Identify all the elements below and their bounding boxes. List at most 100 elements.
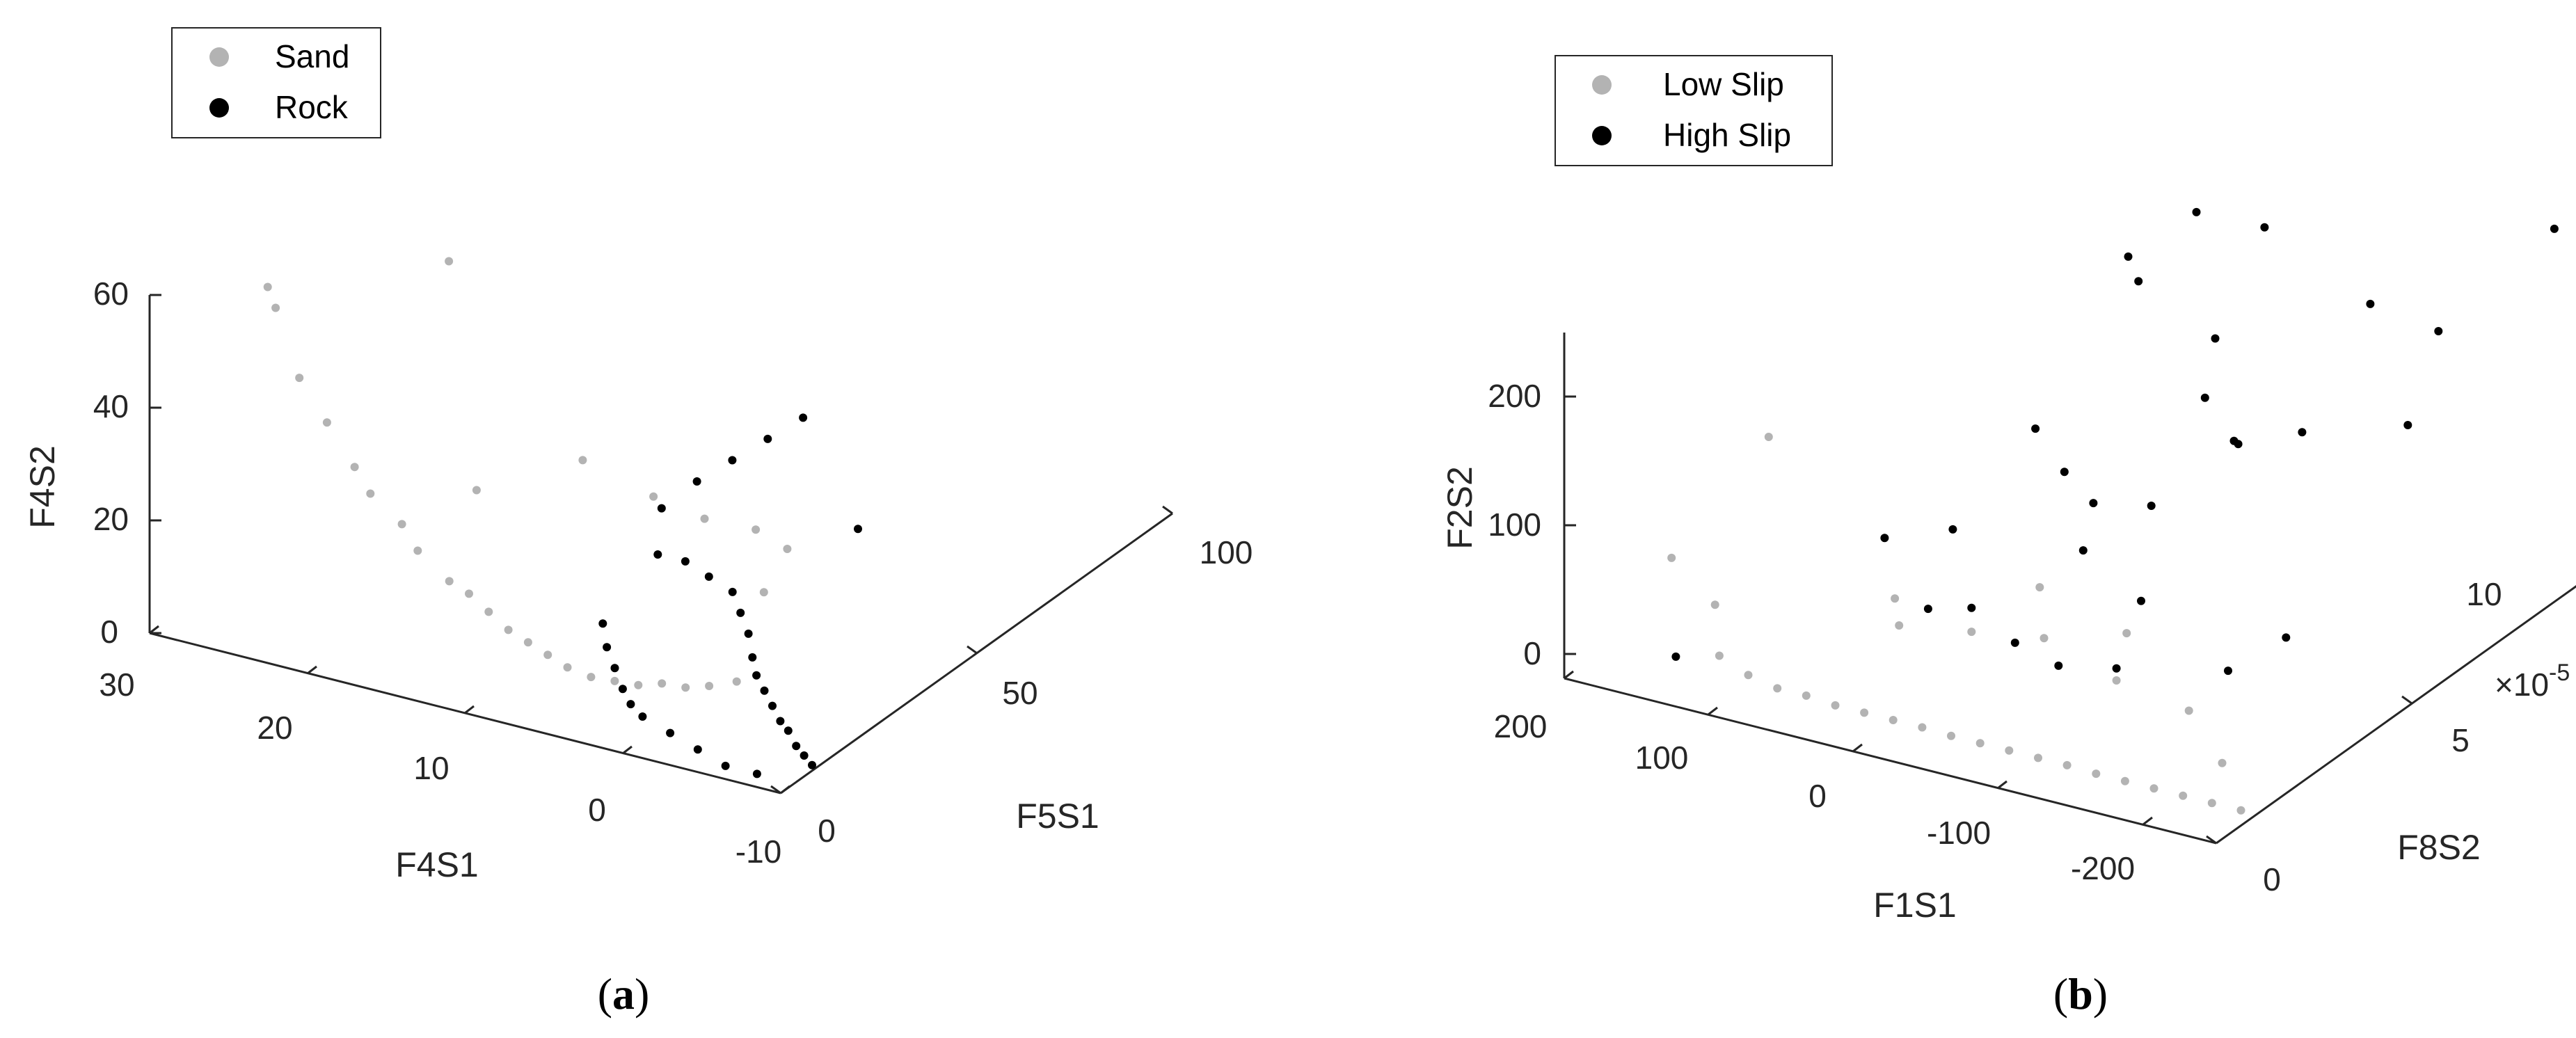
scatter-point: [728, 456, 737, 465]
z-tick-label-a: 20: [93, 501, 129, 537]
x-tick-mark-a: [780, 785, 790, 795]
scatter-point: [2060, 468, 2069, 477]
scatter-point: [2031, 424, 2040, 433]
scatter-point: [543, 650, 552, 660]
scatter-point: [271, 303, 280, 312]
scatter-point: [760, 686, 769, 695]
scatter-point: [2089, 499, 2098, 508]
scatter-point: [1947, 731, 1955, 740]
scatter-point: [350, 463, 359, 472]
scatter-point: [397, 520, 406, 529]
legend-label-high-slip: High Slip: [1663, 117, 1791, 153]
scatter-point: [799, 413, 808, 422]
scatter-point: [1948, 525, 1957, 534]
z-tick-label-a: 60: [93, 276, 129, 312]
scatter-point: [692, 477, 701, 486]
scatter-point: [2124, 252, 2133, 261]
x-tick-label-b: -200: [2071, 850, 2135, 886]
scatter-point: [1710, 600, 1719, 609]
x-tick-label-b: -100: [1927, 815, 1991, 851]
x-tick-mark-b: [1997, 780, 2007, 790]
scatter-point: [763, 434, 772, 443]
y-tick-label-a: 50: [1002, 675, 1037, 711]
scatter-point: [610, 664, 619, 673]
z-tick-label-a: 0: [100, 614, 118, 650]
x-axis-label-b: F1S1: [1873, 886, 1957, 925]
y-tick-label-b: 0: [2263, 861, 2281, 897]
scatter-point: [2005, 746, 2014, 755]
scatter-point: [1667, 553, 1676, 562]
x-tick-label-a: 30: [99, 666, 134, 703]
scatter-point: [2224, 666, 2232, 676]
scatter-point: [295, 374, 304, 383]
scatter-point: [792, 742, 801, 751]
x-tick-mark-b: [1708, 706, 1718, 716]
scatter-points-b: [1667, 207, 2559, 815]
scatter-point: [472, 486, 481, 495]
scatter-point: [2184, 706, 2193, 715]
scatter-point: [1889, 716, 1898, 724]
x-axis-b: [1564, 677, 2217, 845]
scatter-point: [2179, 791, 2188, 800]
scatter-point: [578, 456, 587, 465]
scatter-point: [2550, 224, 2559, 233]
z-tick-label-b: 0: [1523, 635, 1541, 671]
x-tick-label-a: 0: [588, 792, 606, 828]
z-axis-label-a: F4S2: [23, 445, 62, 529]
scatter-point: [744, 629, 753, 638]
caption-a: (a): [598, 969, 650, 1019]
scatter-point: [752, 525, 761, 534]
scatter-point: [2112, 676, 2121, 685]
legend-marker-high-slip: [1592, 126, 1612, 145]
scatter-point: [752, 671, 761, 680]
z-axis-label-b: F2S2: [1440, 466, 1479, 550]
scatter-point: [1744, 671, 1753, 680]
scatter-point: [2192, 207, 2201, 216]
scatter-point: [1860, 708, 1869, 717]
scatter-point: [2218, 758, 2227, 767]
x-tick-label-b: 0: [1808, 778, 1827, 814]
scatter-point: [2092, 769, 2101, 778]
scatter-point: [653, 550, 662, 559]
scatter-point: [1967, 628, 1976, 637]
legend-b: Low Slip High Slip: [1555, 55, 1833, 166]
scatter-point: [693, 745, 702, 754]
y-tick-label-a: 0: [818, 813, 836, 849]
legend-marker-rock: [209, 98, 229, 118]
y-multiplier-exponent: -5: [2549, 660, 2570, 686]
x-tick-mark-a: [622, 745, 633, 755]
x-tick-mark-b: [1564, 670, 1574, 680]
scatter-point: [2035, 583, 2044, 592]
legend-marker-sand: [209, 47, 229, 67]
scatter-point: [2134, 277, 2143, 286]
scatter-point: [1975, 739, 1985, 748]
scatter-point: [681, 557, 690, 566]
scatter-point: [2040, 634, 2049, 643]
scatter-point: [465, 589, 473, 598]
scatter-point: [263, 282, 272, 292]
panel-b: 0 100 200 200 100 0 -100 -200 0 5 10 ×10…: [1440, 55, 2576, 1019]
scatter-point: [808, 760, 816, 769]
scatter-point: [2298, 428, 2307, 437]
scatter-point: [2137, 596, 2145, 605]
legend-box-b: [1555, 55, 1833, 166]
scatter-point: [1967, 603, 1976, 612]
scatter-point: [2366, 299, 2375, 308]
legend-a: Sand Rock: [171, 27, 381, 138]
scatter-point: [759, 588, 768, 597]
scatter-point: [800, 751, 809, 760]
y-multiplier-base: ×10: [2495, 666, 2549, 703]
scatter-point: [2234, 440, 2243, 449]
scatter-point: [603, 643, 612, 652]
scatter-point: [366, 489, 375, 498]
panel-a: 0 20 40 60 30 20 10 0 -10 0 50 100 F4S2 …: [23, 27, 1253, 1019]
legend-marker-low-slip: [1592, 75, 1612, 95]
scatter-point: [736, 608, 745, 617]
scatter-point: [1802, 691, 1811, 700]
scatter-point: [681, 683, 690, 692]
y-tick-mark-a: [967, 645, 978, 655]
y-multiplier-b: ×10-5: [2495, 660, 2570, 703]
scatter-point: [413, 546, 422, 555]
scatter-point: [2054, 661, 2063, 670]
